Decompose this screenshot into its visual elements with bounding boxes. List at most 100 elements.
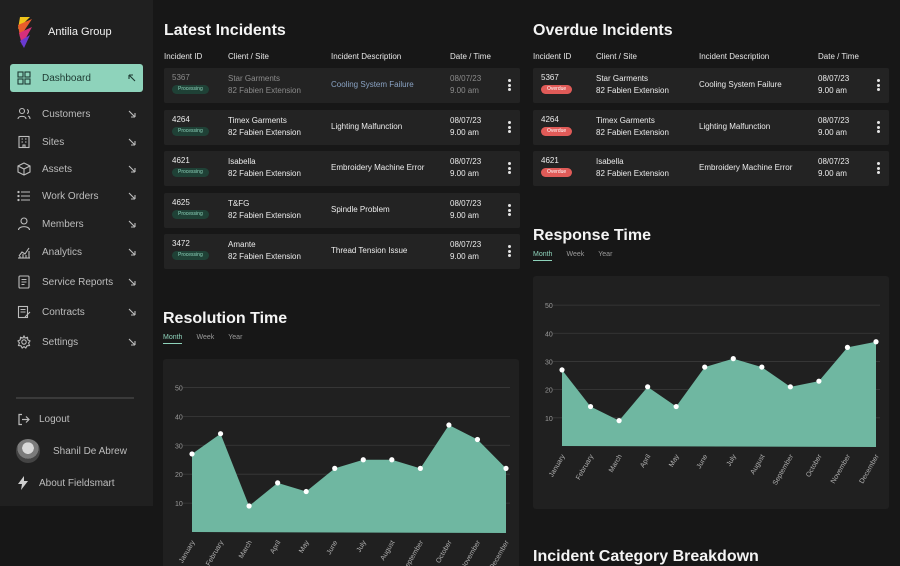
data-point[interactable] <box>217 431 224 437</box>
logout-label: Logout <box>39 413 70 425</box>
more-options-icon[interactable] <box>877 121 880 133</box>
more-options-icon[interactable] <box>508 121 511 133</box>
data-point[interactable] <box>645 384 651 390</box>
site-address: 82 Fabien Extension <box>228 86 301 95</box>
expand-arrow-icon[interactable] <box>127 247 137 257</box>
y-tick-label: 40 <box>175 414 183 421</box>
data-point[interactable] <box>702 364 708 370</box>
data-point[interactable] <box>189 451 195 457</box>
collapse-arrow-icon[interactable] <box>127 73 137 83</box>
table-row[interactable]: 4625 Processing T&FG 82 Fabien Extension Spi… <box>164 193 520 228</box>
expand-arrow-icon[interactable] <box>127 137 137 147</box>
more-options-icon[interactable] <box>508 162 511 174</box>
table-row[interactable]: 4621 Overdue Isabella 82 Fabien Extension Em… <box>533 151 889 186</box>
incident-id: 5367 <box>172 73 190 82</box>
x-tick-label: April <box>639 453 652 469</box>
more-options-icon[interactable] <box>508 79 511 91</box>
expand-arrow-icon[interactable] <box>127 109 137 119</box>
tab-month[interactable]: Month <box>533 251 553 261</box>
tab-week[interactable]: Week <box>196 334 215 341</box>
more-options-icon[interactable] <box>877 79 880 91</box>
sidebar-item-label: Members <box>42 218 84 230</box>
tab-year[interactable]: Year <box>228 334 243 341</box>
status-badge: Processing <box>172 168 209 177</box>
more-options-icon[interactable] <box>877 162 880 174</box>
expand-arrow-icon[interactable] <box>127 307 137 317</box>
site-address: 82 Fabien Extension <box>228 252 301 261</box>
data-point[interactable] <box>616 418 622 424</box>
table-row[interactable]: 3472 Processing Amante 82 Fabien Extension T… <box>164 234 520 269</box>
sidebar-item-contracts[interactable]: Contracts <box>10 298 143 326</box>
sidebar-item-sites[interactable]: Sites <box>10 128 143 156</box>
brand-logo-icon <box>18 17 32 48</box>
table-row[interactable]: 4264 Overdue Timex Garments 82 Fabien Exten… <box>533 110 889 145</box>
data-point[interactable] <box>246 503 252 509</box>
data-point[interactable] <box>474 436 481 443</box>
sidebar-item-assets[interactable]: Assets <box>10 155 143 183</box>
sidebar-divider <box>16 397 134 399</box>
tab-month[interactable]: Month <box>163 334 183 344</box>
data-point[interactable] <box>844 344 851 350</box>
header-incident-id: Incident ID <box>164 52 203 61</box>
assets-icon <box>17 162 31 176</box>
tab-week[interactable]: Week <box>566 251 585 258</box>
sidebar-item-customers[interactable]: Customers <box>10 100 143 128</box>
table-row[interactable]: 4621 Processing Isabella 82 Fabien Extensio… <box>164 151 520 186</box>
sidebar-item-members[interactable]: Members <box>10 210 143 238</box>
data-point[interactable] <box>816 378 822 384</box>
tab-year[interactable]: Year <box>598 251 613 258</box>
status-badge: Overdue <box>541 85 573 94</box>
data-point[interactable] <box>446 422 452 428</box>
user-profile[interactable]: Shanil De Abrew <box>16 439 127 463</box>
data-point[interactable] <box>503 465 509 471</box>
data-point[interactable] <box>303 488 309 495</box>
table-row[interactable]: 5367 Processing Star Garments 82 Fabien Ext… <box>164 68 520 103</box>
dashboard-icon <box>17 71 31 85</box>
incident-date: 08/07/23 <box>450 240 482 249</box>
more-options-icon[interactable] <box>508 245 511 257</box>
data-point[interactable] <box>360 457 366 463</box>
data-point[interactable] <box>389 457 395 463</box>
expand-arrow-icon[interactable] <box>127 277 137 287</box>
data-point[interactable] <box>275 480 281 486</box>
expand-arrow-icon[interactable] <box>127 219 137 229</box>
more-options-icon[interactable] <box>508 204 511 216</box>
client-name: Timex Garments <box>596 116 655 125</box>
data-point[interactable] <box>332 465 338 471</box>
data-point[interactable] <box>673 403 679 410</box>
expand-arrow-icon[interactable] <box>127 164 137 174</box>
table-row[interactable]: 5367 Overdue Star Garments 82 Fabien Extens… <box>533 68 889 103</box>
expand-arrow-icon[interactable] <box>127 191 137 201</box>
status-badge: Processing <box>172 85 209 94</box>
sidebar-item-settings[interactable]: Settings <box>10 328 143 356</box>
header-date-time: Date / Time <box>450 52 491 61</box>
data-point[interactable] <box>873 339 879 345</box>
data-point[interactable] <box>759 364 765 370</box>
data-point[interactable] <box>417 465 423 471</box>
about-link[interactable]: About Fieldsmart <box>16 476 115 490</box>
resolution-time-title: Resolution Time <box>163 310 288 327</box>
sidebar-item-label: Contracts <box>42 306 85 318</box>
sidebar-item-work-orders[interactable]: Work Orders <box>10 182 143 210</box>
sidebar-item-service-reports[interactable]: Service Reports <box>10 268 143 296</box>
data-point[interactable] <box>730 356 736 362</box>
logout-button[interactable]: Logout <box>16 412 70 426</box>
sidebar-item-label: Analytics <box>42 246 83 258</box>
expand-arrow-icon[interactable] <box>127 337 137 347</box>
client-name: Isabella <box>228 157 256 166</box>
table-row[interactable]: 4264 Processing Timex Garments 82 Fabien Ex… <box>164 110 520 145</box>
sidebar-item-dashboard[interactable]: Dashboard <box>10 64 143 92</box>
x-tick-label: March <box>608 453 624 473</box>
data-point[interactable] <box>587 403 594 410</box>
data-point[interactable] <box>559 367 565 373</box>
x-tick-label: March <box>238 539 254 559</box>
incident-date: 08/07/23 <box>818 157 850 166</box>
y-tick-label: 30 <box>175 443 183 450</box>
data-point[interactable] <box>787 384 793 390</box>
overdue-table-header: Incident ID Client / Site Incident Descr… <box>533 52 889 66</box>
brand[interactable]: Antilia Group <box>14 15 112 49</box>
area-series <box>192 425 506 533</box>
latest-table-header: Incident ID Client / Site Incident Descr… <box>164 52 520 66</box>
sidebar-item-analytics[interactable]: Analytics <box>10 238 143 266</box>
x-tick-label: May <box>298 539 311 554</box>
